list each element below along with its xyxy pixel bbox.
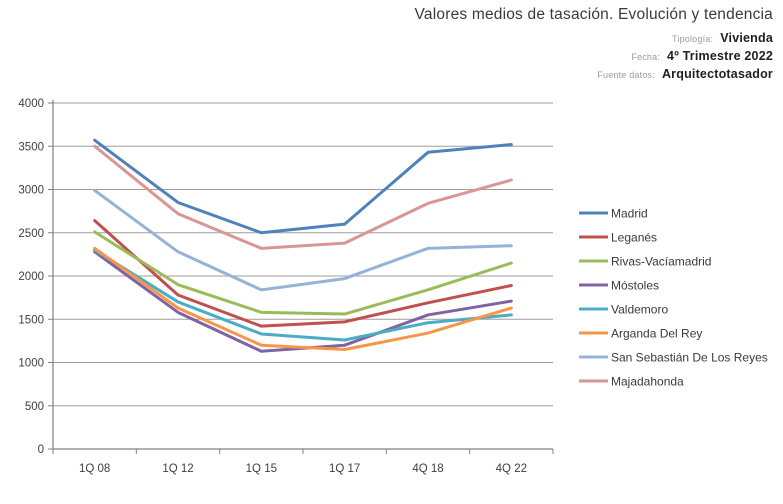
series-line-madrid: [93, 138, 513, 235]
meta-row-fuente: Fuente datos: Arquitectotasador: [415, 67, 773, 82]
y-tick-label: 2000: [18, 271, 44, 283]
y-tick-label: 3000: [18, 185, 44, 197]
y-tick-label: 1000: [18, 358, 44, 370]
y-tick-label: 500: [25, 401, 44, 413]
series-line-rivas-vac-amadrid: [93, 230, 513, 316]
legend-label: Madrid: [611, 207, 648, 221]
fecha-value: 4º Trimestre 2022: [667, 49, 773, 63]
y-tick-label: 0: [38, 444, 44, 456]
series-line-arganda-del-rey: [93, 246, 513, 352]
series-line-legan-s: [93, 219, 513, 328]
y-tick-label: 2500: [18, 228, 44, 240]
series-line-san-sebasti-n-de-los-reyes: [93, 188, 513, 292]
x-tick-label: 1Q 15: [246, 463, 277, 475]
x-tick-label: 4Q 18: [412, 463, 443, 475]
y-tick-label: 1500: [18, 314, 44, 326]
chart-header: Valores medios de tasación. Evolución y …: [415, 6, 773, 85]
x-tick-label: 1Q 08: [79, 463, 110, 475]
page-title: Valores medios de tasación. Evolución y …: [414, 6, 773, 23]
legend-label: Valdemoro: [611, 303, 668, 317]
legend-label: Majadahonda: [611, 375, 684, 389]
x-tick-label: 1Q 17: [329, 463, 360, 475]
fuente-label: Fuente datos:: [597, 70, 655, 80]
series-line-valdemoro: [93, 248, 513, 342]
tipologia-label: Tipología:: [672, 34, 714, 44]
x-tick-label: 1Q 12: [162, 463, 193, 475]
legend-label: Leganés: [611, 231, 657, 245]
fuente-value: Arquitectotasador: [661, 67, 773, 81]
legend-label: San Sebastián De Los Reyes: [611, 351, 768, 365]
meta-row-tipologia: Tipología: Vivienda: [415, 31, 773, 46]
y-tick-label: 4000: [18, 98, 44, 110]
legend-label: Rivas-Vacíamadrid: [611, 255, 711, 269]
series-line-majadahonda: [93, 144, 513, 250]
fecha-label: Fecha:: [631, 52, 661, 62]
legend-label: Arganda Del Rey: [611, 327, 702, 341]
legend-label: Móstoles: [611, 279, 659, 293]
tipologia-value: Vivienda: [720, 31, 773, 45]
y-tick-label: 3500: [18, 141, 44, 153]
meta-row-fecha: Fecha: 4º Trimestre 2022: [415, 49, 773, 64]
x-tick-label: 4Q 22: [496, 463, 527, 475]
